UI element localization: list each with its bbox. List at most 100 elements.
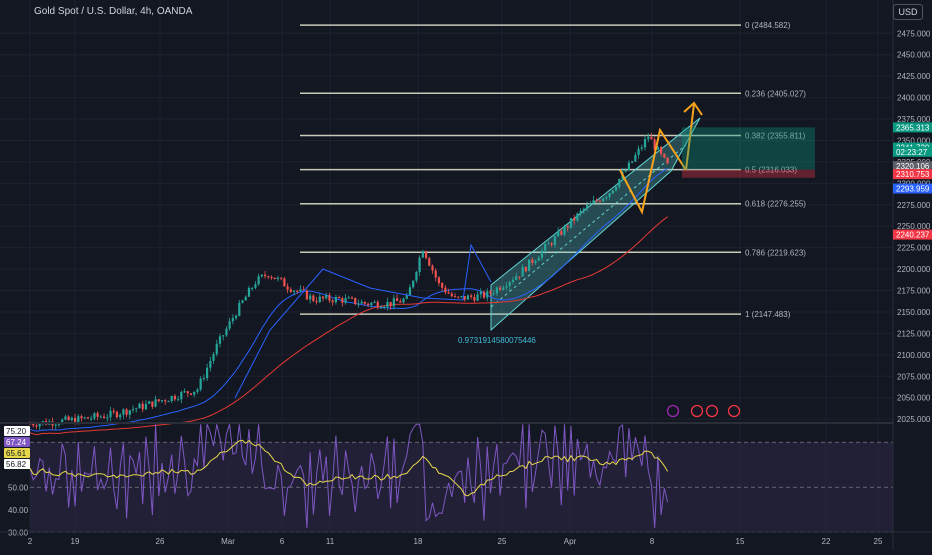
- candle-body: [611, 190, 614, 194]
- rsi-tick-label: 30.00: [8, 528, 29, 537]
- economic-events[interactable]: [666, 404, 741, 418]
- rsi-tick-label: 50.00: [8, 483, 29, 492]
- candle-body: [405, 295, 408, 299]
- candle-body: [383, 306, 386, 308]
- candle-body: [247, 288, 251, 297]
- candle-body: [444, 287, 447, 293]
- projection-arrow-head[interactable]: [683, 101, 703, 116]
- candle-body: [112, 410, 115, 412]
- candle-body: [93, 413, 96, 419]
- candle-body: [35, 425, 38, 427]
- stop-zone[interactable]: [682, 169, 815, 178]
- target-zone[interactable]: [682, 127, 815, 170]
- candle-body: [302, 289, 305, 291]
- candle-body: [186, 391, 189, 394]
- price-tag: [893, 183, 932, 194]
- time-tick-label: 19: [71, 537, 80, 546]
- fibonacci-retracement[interactable]: 0 (2484.582) 0.236 (2405.027) 0.382 (2355.…: [300, 21, 806, 319]
- candle-body: [524, 267, 527, 272]
- candle-body: [206, 367, 209, 379]
- candle-body: [338, 297, 341, 299]
- candle-body: [80, 416, 83, 419]
- candle-body: [189, 393, 193, 395]
- candle-body: [660, 147, 663, 154]
- candle-body: [202, 378, 205, 380]
- time-tick-label: 6: [280, 537, 285, 546]
- candle-body: [167, 401, 170, 403]
- price-tick-label: 2050.000: [897, 394, 931, 403]
- zigzag-drawing[interactable]: [234, 243, 492, 399]
- price-tag: [893, 229, 932, 240]
- candle-body: [386, 301, 389, 307]
- candle-body: [164, 400, 167, 402]
- fib-level-label: 0.236 (2405.027): [745, 89, 806, 98]
- economic-event-icon[interactable]: [727, 404, 741, 418]
- currency-button[interactable]: USD: [893, 4, 923, 20]
- rsi-pane[interactable]: 50.00 40.00 30.00 75.20 67.24 65.61 56.82: [0, 422, 893, 537]
- candle-body: [286, 286, 289, 290]
- ma-fast-line: [29, 168, 668, 432]
- zigzag-line[interactable]: [234, 243, 492, 399]
- price-tag-text: 2240.237: [896, 231, 930, 240]
- economic-event-icon[interactable]: [690, 404, 704, 418]
- rsi-tick-label: 40.00: [8, 506, 29, 515]
- candle-body: [579, 210, 582, 214]
- candle-body: [544, 244, 547, 251]
- candle-body: [608, 193, 611, 197]
- time-tick-label: 26: [156, 537, 165, 546]
- price-tag: [893, 161, 932, 172]
- candle-body: [154, 399, 157, 407]
- symbol-title[interactable]: Gold Spot / U.S. Dollar, 4h, OANDA: [34, 6, 193, 17]
- candle-body: [540, 250, 544, 258]
- price-tag-text: 2310.753: [896, 170, 930, 179]
- candle-body: [212, 354, 215, 361]
- projection-path[interactable]: [619, 127, 687, 215]
- candle-body: [595, 200, 598, 202]
- price-tick-label: 2425.000: [897, 72, 931, 81]
- candle-body: [508, 281, 511, 287]
- long-position-tool[interactable]: [682, 127, 815, 178]
- candle-body: [556, 231, 560, 237]
- candle-body: [77, 416, 80, 424]
- candle-body: [144, 403, 148, 410]
- fib-level-label: 0 (2484.582): [745, 21, 791, 30]
- candle-body: [479, 291, 482, 295]
- candle-body: [215, 343, 218, 355]
- parallel-channel[interactable]: 0.9731914580075446: [458, 117, 701, 345]
- candle-body: [96, 413, 99, 417]
- candle-body: [70, 417, 73, 421]
- candle-body: [653, 139, 656, 150]
- candle-body: [434, 270, 437, 278]
- candle-body: [251, 287, 254, 289]
- candle-body: [470, 295, 473, 297]
- price-axis-panel[interactable]: [893, 0, 932, 550]
- candle-body: [193, 391, 196, 395]
- candle-body: [328, 295, 331, 301]
- candle-body: [624, 170, 627, 172]
- candle-body: [218, 336, 222, 344]
- dividend-event-icon[interactable]: [666, 404, 680, 418]
- candle-body: [292, 290, 296, 292]
- ma-slow-line: [29, 216, 668, 436]
- candle-body: [325, 295, 328, 299]
- candle-body: [453, 296, 457, 298]
- candle-body: [180, 391, 183, 400]
- candle-body: [457, 296, 460, 298]
- candle-body: [280, 277, 283, 279]
- rsi-line: [29, 423, 669, 528]
- candle-body: [569, 218, 573, 228]
- candle-body: [196, 389, 199, 392]
- price-tick-label: 2400.000: [897, 94, 931, 103]
- candle-body: [418, 257, 421, 273]
- economic-event-icon[interactable]: [705, 404, 719, 418]
- candle-body: [437, 277, 441, 284]
- candle-body: [90, 418, 93, 420]
- projection-drawing[interactable]: [619, 101, 703, 215]
- time-tick-label: 18: [414, 537, 423, 546]
- channel-band[interactable]: [490, 117, 701, 332]
- projection-arrow-shaft[interactable]: [685, 103, 695, 171]
- candle-body: [582, 208, 585, 211]
